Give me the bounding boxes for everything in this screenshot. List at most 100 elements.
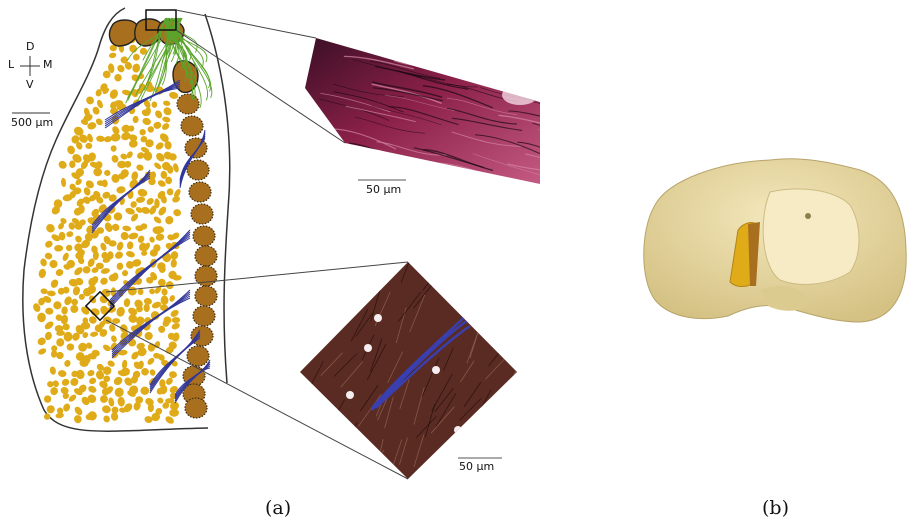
yellow-cell — [76, 198, 85, 207]
compass-medial-label: M — [43, 58, 53, 71]
yellow-cell — [171, 317, 181, 324]
yellow-cell — [121, 132, 131, 141]
yellow-cell — [101, 251, 109, 259]
yellow-cell — [109, 324, 116, 332]
yellow-cell — [109, 44, 117, 52]
yellow-cell — [131, 351, 139, 360]
yellow-cell — [126, 251, 135, 258]
green-fiber — [170, 17, 187, 67]
blue-fiber — [104, 87, 181, 129]
yellow-cell — [37, 337, 46, 346]
yellow-cell — [43, 395, 52, 403]
yellow-cell — [58, 231, 66, 241]
yellow-cell — [108, 63, 115, 74]
yellow-cell — [147, 357, 155, 365]
yellow-cell — [140, 135, 148, 143]
green-fiber — [178, 17, 194, 97]
yellow-cell — [155, 233, 165, 241]
yellow-cell — [83, 187, 91, 196]
yellow-cell — [113, 212, 123, 221]
brain-3d-render — [643, 158, 907, 323]
yellow-cell — [120, 231, 129, 241]
yellow-cell — [56, 338, 65, 347]
yellow-cell — [86, 342, 93, 349]
yellow-cell — [149, 369, 156, 376]
yellow-cell — [117, 349, 128, 356]
yellow-cell — [47, 381, 54, 388]
yellow-cell — [160, 295, 169, 305]
yellow-cell — [99, 380, 108, 389]
yellow-cell — [111, 173, 120, 183]
yellow-cell — [102, 344, 111, 352]
yellow-cell — [169, 153, 177, 161]
yellow-cell — [136, 164, 144, 171]
yellow-cell — [87, 370, 95, 377]
yellow-cell — [112, 318, 121, 324]
yellow-cell — [96, 135, 105, 142]
yellow-cell — [62, 392, 69, 399]
yellow-cell — [68, 222, 75, 230]
yellow-cell — [123, 298, 131, 308]
yellow-cell — [131, 171, 139, 181]
yellow-cell — [149, 249, 158, 257]
yellow-cell — [93, 167, 103, 177]
yellow-cell — [55, 269, 64, 276]
blue-fiber — [149, 337, 201, 394]
yellow-cell — [96, 363, 105, 371]
yellow-cell — [133, 401, 141, 411]
yellow-cell — [103, 375, 111, 383]
panel-a-caption: (a) — [265, 497, 292, 519]
yellow-cell — [83, 354, 91, 364]
tissue-outline — [22, 7, 231, 432]
yellow-cell — [100, 268, 110, 274]
yellow-cell — [74, 267, 83, 276]
compass-ventral-label: V — [26, 78, 34, 91]
yellow-cell — [110, 133, 121, 142]
yellow-cell — [158, 265, 166, 274]
orientation-compass — [20, 56, 40, 76]
yellow-cell — [82, 196, 91, 204]
yellow-cell — [45, 240, 53, 248]
yellow-cell — [77, 257, 85, 265]
yellow-cell — [56, 351, 64, 360]
yellow-cell — [74, 415, 82, 424]
yellow-cell — [55, 314, 63, 321]
yellow-cell — [100, 305, 109, 315]
yellow-cell — [165, 346, 174, 354]
yellow-cell — [87, 411, 97, 421]
yellow-cell — [65, 244, 73, 252]
yellow-cell — [153, 216, 162, 224]
yellow-cell — [111, 335, 117, 343]
yellow-cell — [156, 152, 165, 162]
yellow-cell — [78, 204, 85, 214]
yellow-cell — [40, 258, 47, 267]
yellow-cell — [82, 266, 91, 274]
yellow-cell — [69, 160, 76, 169]
yellow-cell — [142, 117, 151, 126]
yellow-cell — [114, 74, 122, 82]
yellow-cell — [61, 378, 70, 386]
yellow-cell — [60, 387, 69, 395]
yellow-cell — [147, 403, 154, 413]
yellow-cell — [125, 207, 135, 215]
yellow-cell — [132, 115, 139, 124]
yellow-cell — [81, 239, 91, 249]
yellow-cell — [87, 258, 95, 267]
yellow-cell — [151, 101, 158, 108]
yellow-cell — [158, 325, 166, 333]
yellow-cell — [110, 412, 119, 421]
yellow-cell — [163, 107, 172, 116]
yellow-cell — [169, 408, 180, 417]
yellow-cell — [136, 316, 145, 326]
yellow-cell — [154, 286, 162, 294]
yellow-cell — [102, 87, 110, 95]
yellow-cell — [64, 359, 71, 367]
yellow-cell — [131, 213, 139, 222]
yellow-cell — [75, 178, 82, 186]
yellow-cell — [169, 295, 175, 302]
yellow-cell — [162, 116, 171, 123]
yellow-cell — [172, 275, 182, 281]
yellow-cell — [120, 56, 128, 64]
yellow-cell — [109, 52, 117, 59]
